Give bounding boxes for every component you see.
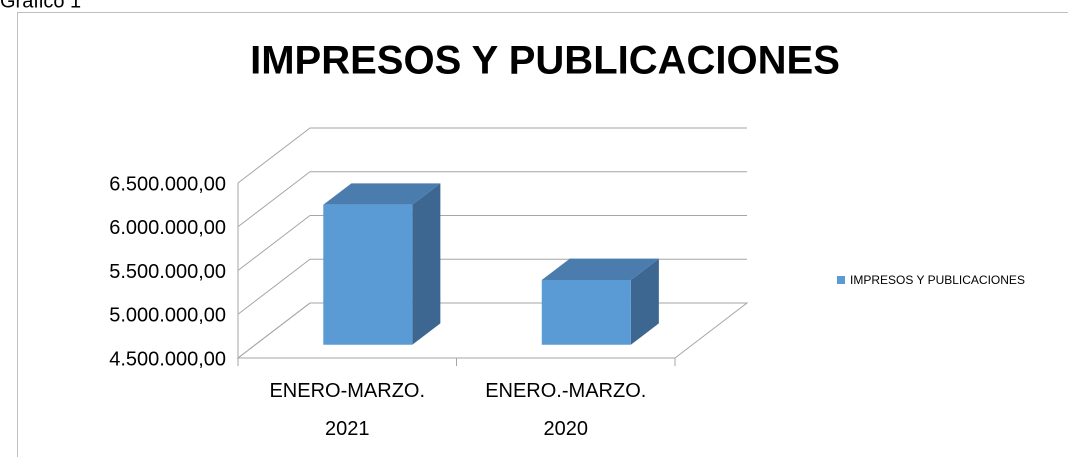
grid-line	[237, 258, 747, 315]
bar-side	[630, 258, 659, 345]
caption: Gráfico 1	[0, 0, 81, 12]
chart-border	[17, 12, 1068, 457]
legend-swatch	[837, 276, 845, 284]
x-tick-label: ENERO-MARZO. 2021	[269, 380, 425, 440]
grid-line	[237, 215, 747, 271]
floor	[236, 302, 749, 359]
y-tick-label: 5.000.000,00	[109, 305, 226, 327]
bar	[323, 204, 413, 345]
y-tick-label: 5.500.000,00	[109, 261, 226, 283]
chart-title: IMPRESOS Y PUBLICACIONES	[250, 39, 840, 83]
grid-line	[237, 127, 747, 184]
y-tick-label: 6.000.000,00	[109, 217, 226, 239]
bar-top	[541, 258, 659, 281]
grid-line	[237, 171, 747, 228]
grid-line	[237, 302, 747, 359]
bar-side	[412, 183, 441, 345]
bar-top	[323, 183, 441, 205]
y-tick-label: 4.500.000,00	[109, 348, 226, 370]
legend-label: IMPRESOS Y PUBLICACIONES	[850, 273, 1025, 287]
x-tick-label: ENERO.-MARZO. 2020	[485, 380, 646, 440]
bar	[541, 280, 631, 345]
y-tick-label: 6.500.000,00	[109, 173, 226, 195]
